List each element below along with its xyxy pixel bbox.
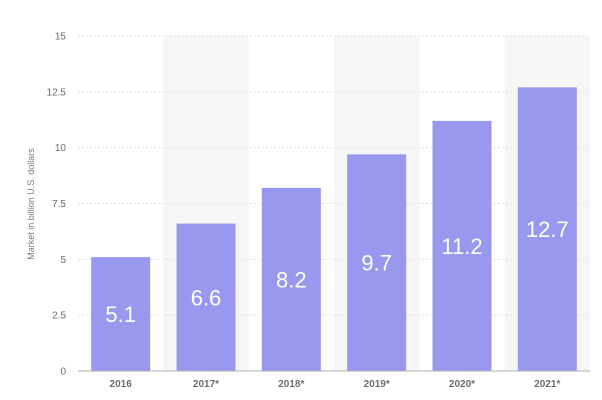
x-tick-label: 2018* <box>278 379 304 390</box>
y-tick-label: 5 <box>60 255 66 266</box>
y-tick-label: 0 <box>60 367 66 378</box>
x-tick-label: 2019* <box>364 379 390 390</box>
value-label: 11.2 <box>441 234 482 259</box>
value-label: 6.6 <box>191 285 222 310</box>
x-tick-label: 2016 <box>110 379 133 390</box>
y-axis-ticks: 0 2.5 5 7.5 10 12.5 15 <box>47 32 67 378</box>
gridlines <box>78 35 590 316</box>
y-tick-label: 2.5 <box>52 311 66 322</box>
x-tick-label: 2017* <box>193 379 219 390</box>
y-axis-label: Market in billion U.S. dollars <box>26 148 36 260</box>
value-label: 8.2 <box>276 267 307 292</box>
value-label: 9.7 <box>361 251 392 276</box>
value-labels: 5.1 6.6 8.2 9.7 11.2 12.7 <box>105 217 568 327</box>
bar-5 <box>517 87 577 371</box>
y-tick-label: 10 <box>55 143 67 154</box>
x-tick-label: 2020* <box>449 379 475 390</box>
y-tick-label: 15 <box>55 32 67 43</box>
bar-0 <box>91 257 151 371</box>
y-tick-label: 7.5 <box>52 199 66 210</box>
value-label: 5.1 <box>105 302 136 327</box>
bar-3 <box>347 154 407 371</box>
bars <box>91 87 577 371</box>
value-label: 12.7 <box>526 217 569 242</box>
x-tick-label: 2021* <box>534 379 560 390</box>
bar-2 <box>261 187 321 371</box>
bar-1 <box>176 223 236 371</box>
x-axis-ticks: 2016 2017* 2018* 2019* 2020* 2021* <box>110 379 561 390</box>
bar-4 <box>432 120 492 371</box>
y-tick-label: 12.5 <box>47 87 67 98</box>
